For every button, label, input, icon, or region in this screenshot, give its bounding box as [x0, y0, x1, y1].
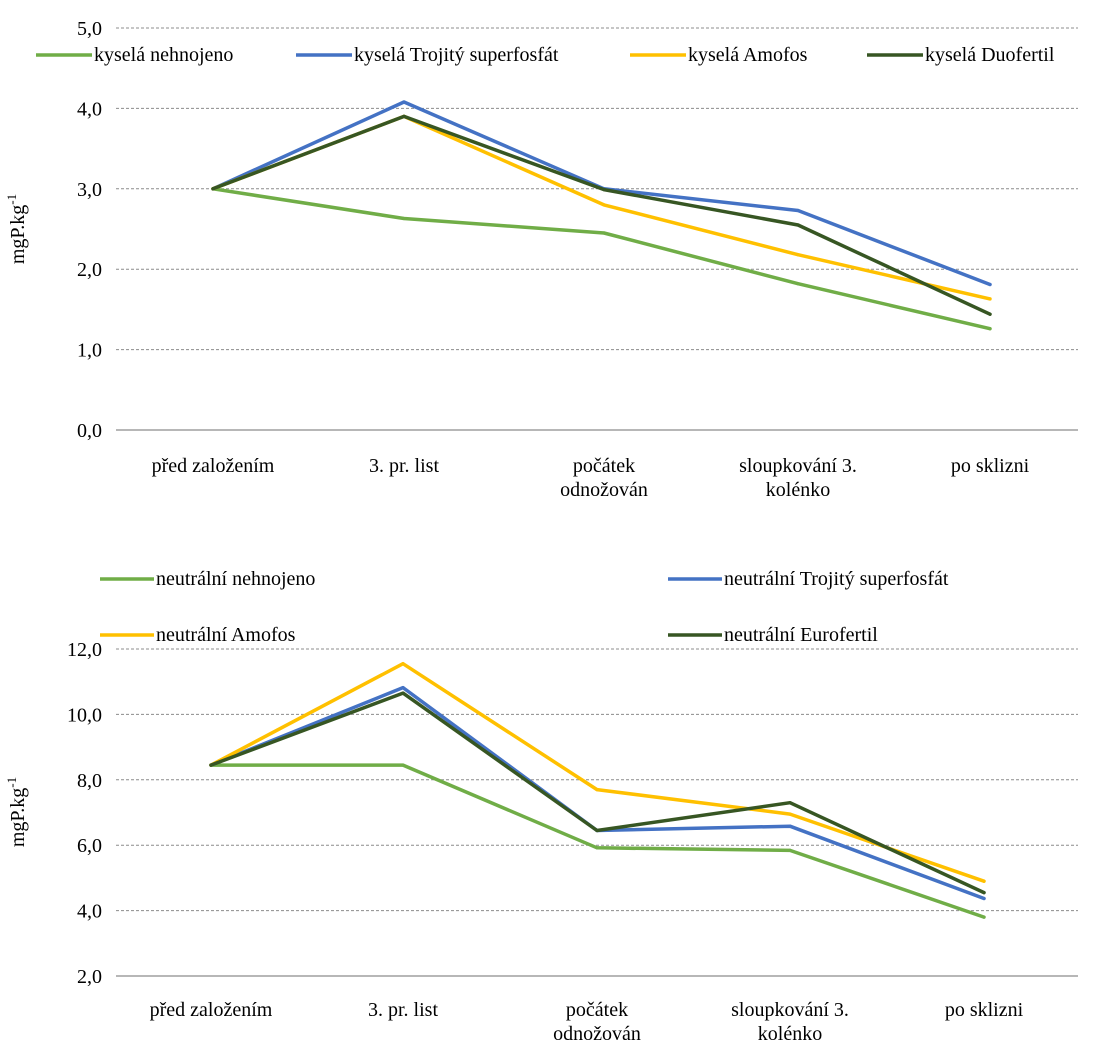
data-point [988, 327, 992, 331]
data-point [982, 891, 986, 895]
legend-entry: kyselá Trojitý superfosfát [354, 44, 559, 66]
y-tick-label: 12,0 [67, 639, 102, 661]
y-tick-label: 2,0 [77, 259, 102, 281]
data-point [602, 231, 606, 235]
data-point [796, 208, 800, 213]
y-tick-label: 4,0 [77, 98, 102, 120]
data-point [788, 812, 792, 816]
series-line-2 [209, 685, 986, 901]
series-line-2 [211, 100, 992, 287]
y-tick-label: 1,0 [77, 340, 102, 362]
legend-entry: neutrální Amofos [156, 624, 296, 646]
data-point [595, 846, 599, 850]
x-category-label: po sklizni [945, 999, 1024, 1021]
data-point [982, 879, 986, 883]
data-point [988, 312, 992, 316]
x-category-label: sloupkování 3. [739, 455, 857, 477]
data-point [209, 763, 213, 767]
data-point [796, 282, 800, 286]
data-point [401, 686, 405, 690]
x-category-label: kolénko [766, 479, 830, 501]
legend-entry: neutrální nehnojeno [156, 568, 315, 590]
data-point [402, 216, 406, 221]
data-point [796, 253, 800, 257]
y-tick-label: 8,0 [77, 770, 102, 792]
data-point [796, 223, 800, 227]
data-point [602, 188, 606, 192]
data-point [595, 828, 599, 833]
data-point [402, 100, 406, 104]
y-axis-title-text: mgP.kg [7, 788, 29, 847]
x-category-label: před založením [152, 455, 275, 477]
y-tick-label: 4,0 [77, 901, 102, 923]
legend-entry: kyselá nehnojeno [94, 44, 233, 66]
data-point [211, 187, 215, 191]
data-point [595, 788, 599, 792]
data-point [401, 662, 405, 666]
y-axis-title-superscript: -1 [4, 777, 19, 788]
data-point [602, 203, 606, 207]
y-axis-title: mgP.kg-1 [4, 777, 29, 847]
y-tick-label: 5,0 [77, 18, 102, 40]
chart-1: 0,0 1,0 2,0 3,0 4,0 5,0 před založením 3. pr. l… [4, 18, 1078, 501]
data-point [788, 848, 792, 853]
y-tick-label: 10,0 [67, 704, 102, 726]
y-tick-label: 2,0 [77, 966, 102, 988]
y-tick-label: 0,0 [77, 420, 102, 442]
x-category-label: počátek [566, 999, 628, 1021]
data-point [788, 801, 792, 805]
chart-2: 2,0 4,0 6,0 8,0 10,0 12,0 před založením 3. pr.… [4, 568, 1078, 1045]
x-category-label: 3. pr. list [369, 455, 439, 477]
data-point [988, 297, 992, 301]
x-category-label: po sklizni [951, 455, 1030, 477]
x-category-label: kolénko [758, 1023, 822, 1045]
x-category-label: sloupkování 3. [731, 999, 849, 1021]
x-category-label: před založením [150, 999, 273, 1021]
x-category-label: počátek [573, 455, 635, 477]
data-point [982, 915, 986, 919]
y-tick-label: 3,0 [77, 179, 102, 201]
data-point [401, 691, 405, 695]
x-category-label: 3. pr. list [368, 999, 438, 1021]
y-axis-title: mgP.kg-1 [4, 194, 29, 264]
data-point [788, 824, 792, 828]
x-category-label: odnožován [553, 1023, 641, 1045]
y-axis-title-text: mgP.kg [7, 205, 29, 264]
y-axis-title-superscript: -1 [4, 194, 19, 205]
data-point [401, 763, 405, 767]
legend-entry: neutrální Eurofertil [724, 624, 878, 646]
data-point [982, 896, 986, 901]
data-point [988, 282, 992, 287]
data-point [402, 114, 406, 118]
legend-entry: neutrální Trojitý superfosfát [724, 568, 949, 590]
x-category-label: odnožován [560, 479, 648, 501]
legend-entry: kyselá Amofos [688, 44, 808, 66]
series-line-4 [211, 114, 992, 316]
y-tick-label: 6,0 [77, 835, 102, 857]
series-line-4 [209, 691, 986, 895]
legend-entry: kyselá Duofertil [925, 44, 1055, 66]
